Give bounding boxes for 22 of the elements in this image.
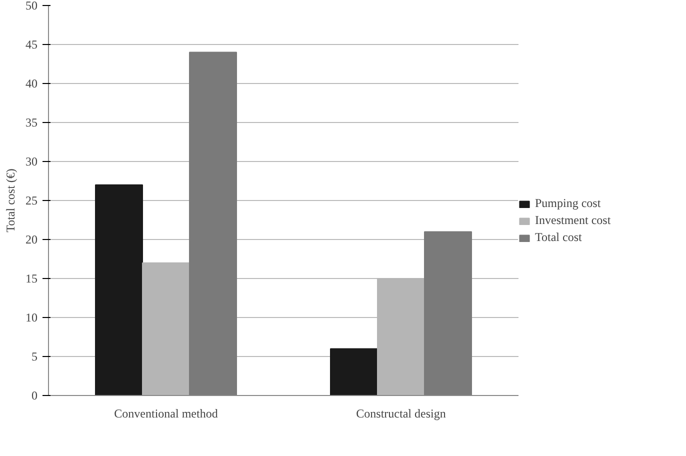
y-tick-label: 0 bbox=[32, 388, 38, 402]
bar bbox=[424, 231, 472, 396]
y-tick-label: 50 bbox=[26, 0, 38, 12]
y-tick-label: 30 bbox=[26, 154, 38, 168]
bar bbox=[189, 52, 237, 396]
bar bbox=[142, 262, 190, 396]
legend-label: Total cost bbox=[535, 230, 583, 245]
y-tick-label: 45 bbox=[26, 38, 38, 52]
y-tick-label: 20 bbox=[26, 232, 38, 246]
y-axis-title: Total cost (€) bbox=[4, 168, 18, 232]
legend-label: Investment cost bbox=[535, 213, 612, 228]
y-tick-label: 10 bbox=[26, 310, 38, 324]
legend-label: Pumping cost bbox=[535, 196, 602, 211]
x-tick-label: Conventional method bbox=[114, 406, 218, 420]
bar bbox=[330, 348, 378, 396]
y-tick-label: 25 bbox=[26, 194, 38, 208]
y-tick-label: 40 bbox=[26, 76, 38, 90]
y-tick-label: 5 bbox=[32, 350, 38, 364]
y-tick-label: 35 bbox=[26, 116, 38, 130]
x-tick-label: Constructal design bbox=[356, 406, 446, 420]
bar bbox=[95, 184, 143, 396]
y-tick-label: 15 bbox=[26, 272, 38, 286]
